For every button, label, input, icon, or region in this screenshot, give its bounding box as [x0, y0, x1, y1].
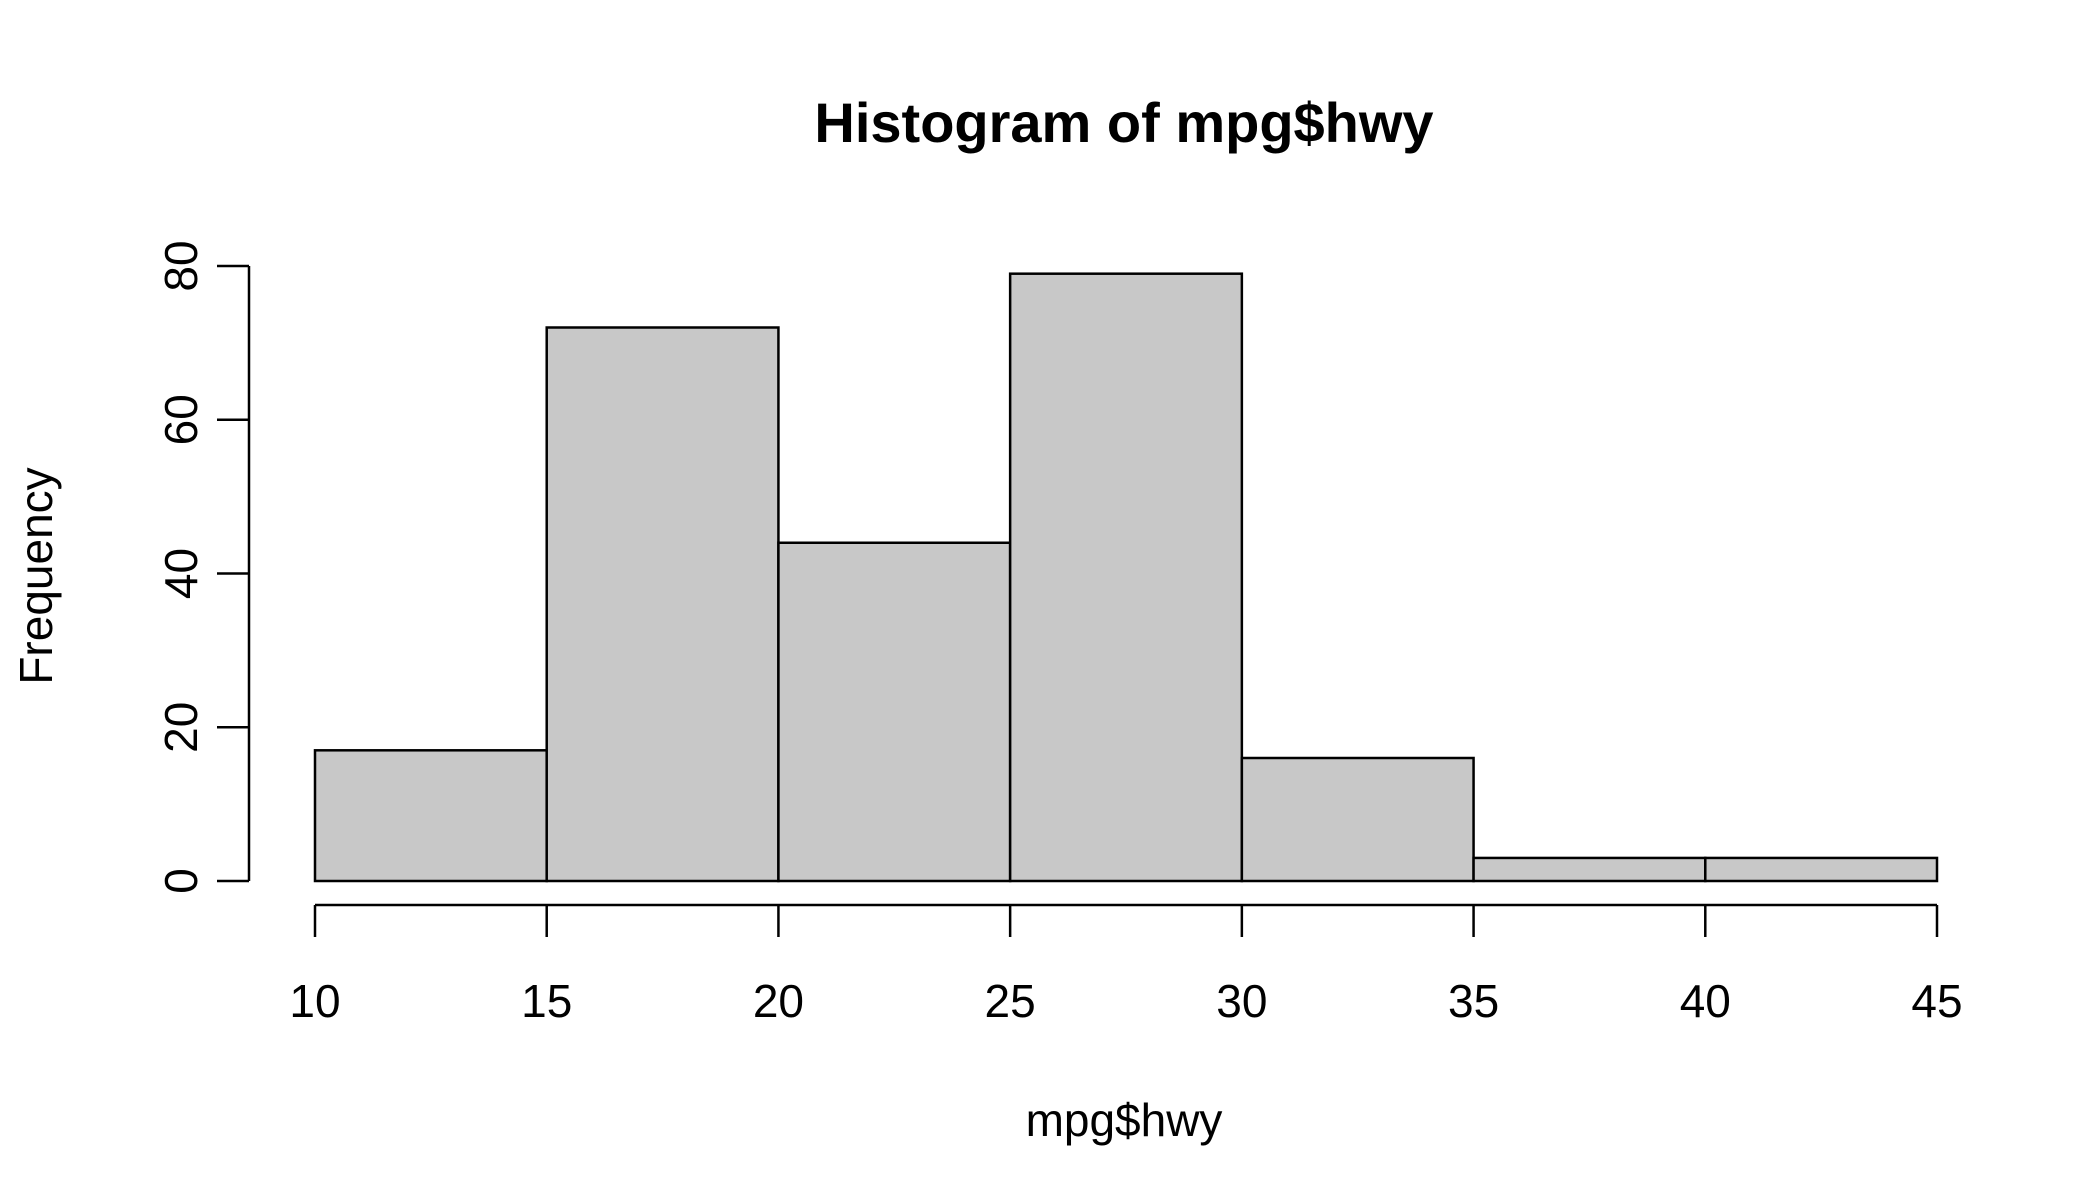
histogram-bar-10-15 — [313, 749, 548, 883]
histogram-bar-40-45 — [1704, 856, 1939, 883]
x-tick-label: 30 — [1216, 975, 1267, 1027]
histogram-bar-20-25 — [777, 541, 1012, 883]
y-tick-label: 40 — [155, 548, 207, 599]
histogram-bar-15-20 — [545, 326, 780, 883]
x-tick-label: 35 — [1448, 975, 1499, 1027]
y-tick-label: 20 — [155, 702, 207, 753]
chart-title: Histogram of mpg$hwy — [814, 91, 1433, 154]
histogram-bar-35-40 — [1472, 856, 1707, 883]
y-axis: 0 20 40 60 80 — [155, 240, 251, 894]
x-tick-label: 25 — [985, 975, 1036, 1027]
x-axis: 10 15 20 25 30 35 40 45 — [289, 903, 1963, 1027]
y-tick-label: 0 — [155, 868, 207, 894]
bars-group — [313, 272, 1939, 883]
histogram-bar-30-35 — [1240, 756, 1475, 883]
x-tick-label: 20 — [753, 975, 804, 1027]
y-tick-label: 60 — [155, 394, 207, 445]
x-tick-label: 15 — [521, 975, 572, 1027]
y-axis-label: Frequency — [10, 467, 62, 684]
y-tick-label: 80 — [155, 240, 207, 291]
histogram-bar-25-30 — [1008, 272, 1244, 883]
x-tick-label: 45 — [1911, 975, 1962, 1027]
x-tick-label: 40 — [1680, 975, 1731, 1027]
x-axis-label: mpg$hwy — [1026, 1094, 1223, 1146]
x-tick-label: 10 — [289, 975, 340, 1027]
